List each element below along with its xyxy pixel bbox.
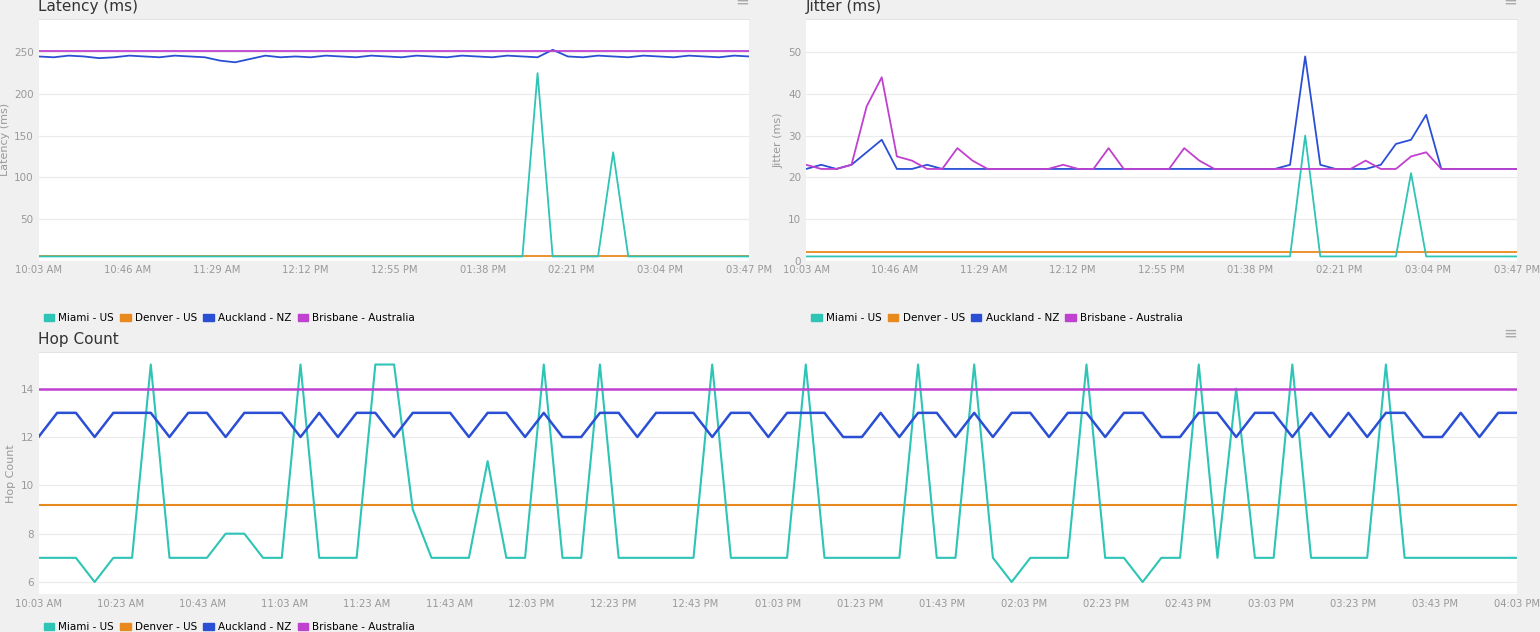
Y-axis label: Hop Count: Hop Count — [6, 444, 17, 502]
Legend: Miami - US, Denver - US, Auckland - NZ, Brisbane - Australia: Miami - US, Denver - US, Auckland - NZ, … — [812, 313, 1183, 323]
Text: ≡: ≡ — [1503, 325, 1517, 343]
Text: Hop Count: Hop Count — [38, 332, 119, 347]
Legend: Miami - US, Denver - US, Auckland - NZ, Brisbane - Australia: Miami - US, Denver - US, Auckland - NZ, … — [43, 313, 414, 323]
Y-axis label: Latency (ms): Latency (ms) — [0, 103, 9, 176]
Text: ≡: ≡ — [736, 0, 750, 9]
Y-axis label: Jitter (ms): Jitter (ms) — [775, 112, 784, 167]
Text: ≡: ≡ — [1503, 0, 1517, 9]
Text: Latency (ms): Latency (ms) — [38, 0, 139, 14]
Legend: Miami - US, Denver - US, Auckland - NZ, Brisbane - Australia: Miami - US, Denver - US, Auckland - NZ, … — [43, 623, 414, 632]
Text: Jitter (ms): Jitter (ms) — [805, 0, 882, 14]
